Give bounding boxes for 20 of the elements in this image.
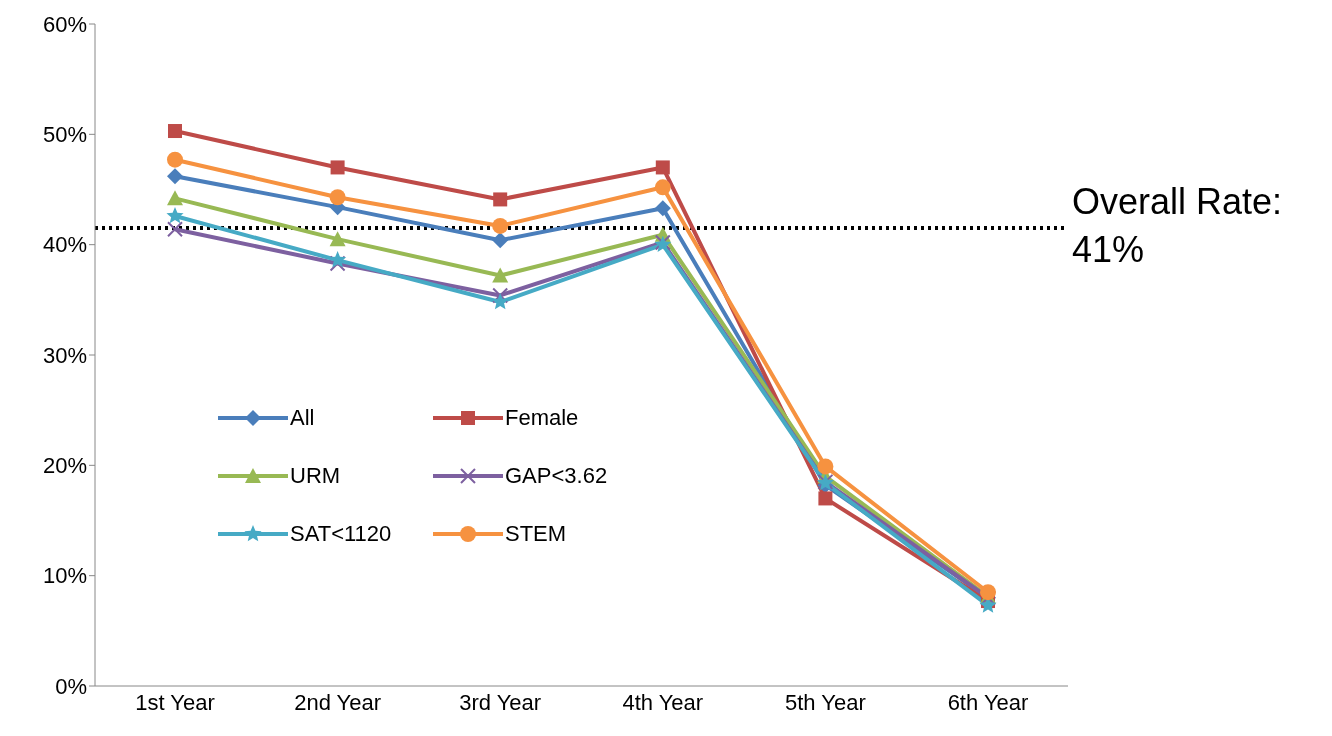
legend-label: URM bbox=[290, 463, 341, 489]
y-tick-label: 10% bbox=[42, 563, 87, 589]
legend-label: SAT<1120 bbox=[290, 521, 392, 547]
x-tick-label: 6th Year bbox=[947, 689, 1029, 715]
ref-line-label: Overall Rate: 41% bbox=[1072, 180, 1284, 273]
x-tick-label: 1st Year bbox=[135, 689, 215, 715]
y-tick-label: 40% bbox=[42, 232, 87, 258]
legend-label: GAP<3.62 bbox=[505, 463, 608, 489]
x-tick-label: 4th Year bbox=[622, 689, 704, 715]
x-tick-label: 3rd Year bbox=[459, 689, 542, 715]
y-tick-label: 50% bbox=[42, 122, 87, 148]
legend-label: Female bbox=[505, 405, 579, 431]
legend-label: STEM bbox=[505, 521, 567, 547]
y-tick-label: 60% bbox=[42, 11, 87, 37]
legend-label: All bbox=[290, 405, 315, 431]
y-tick-label: 20% bbox=[42, 453, 87, 479]
x-tick-label: 2nd Year bbox=[294, 689, 382, 715]
y-tick-label: 0% bbox=[55, 673, 87, 699]
y-tick-label: 30% bbox=[42, 342, 87, 368]
x-tick-label: 5th Year bbox=[785, 689, 866, 715]
